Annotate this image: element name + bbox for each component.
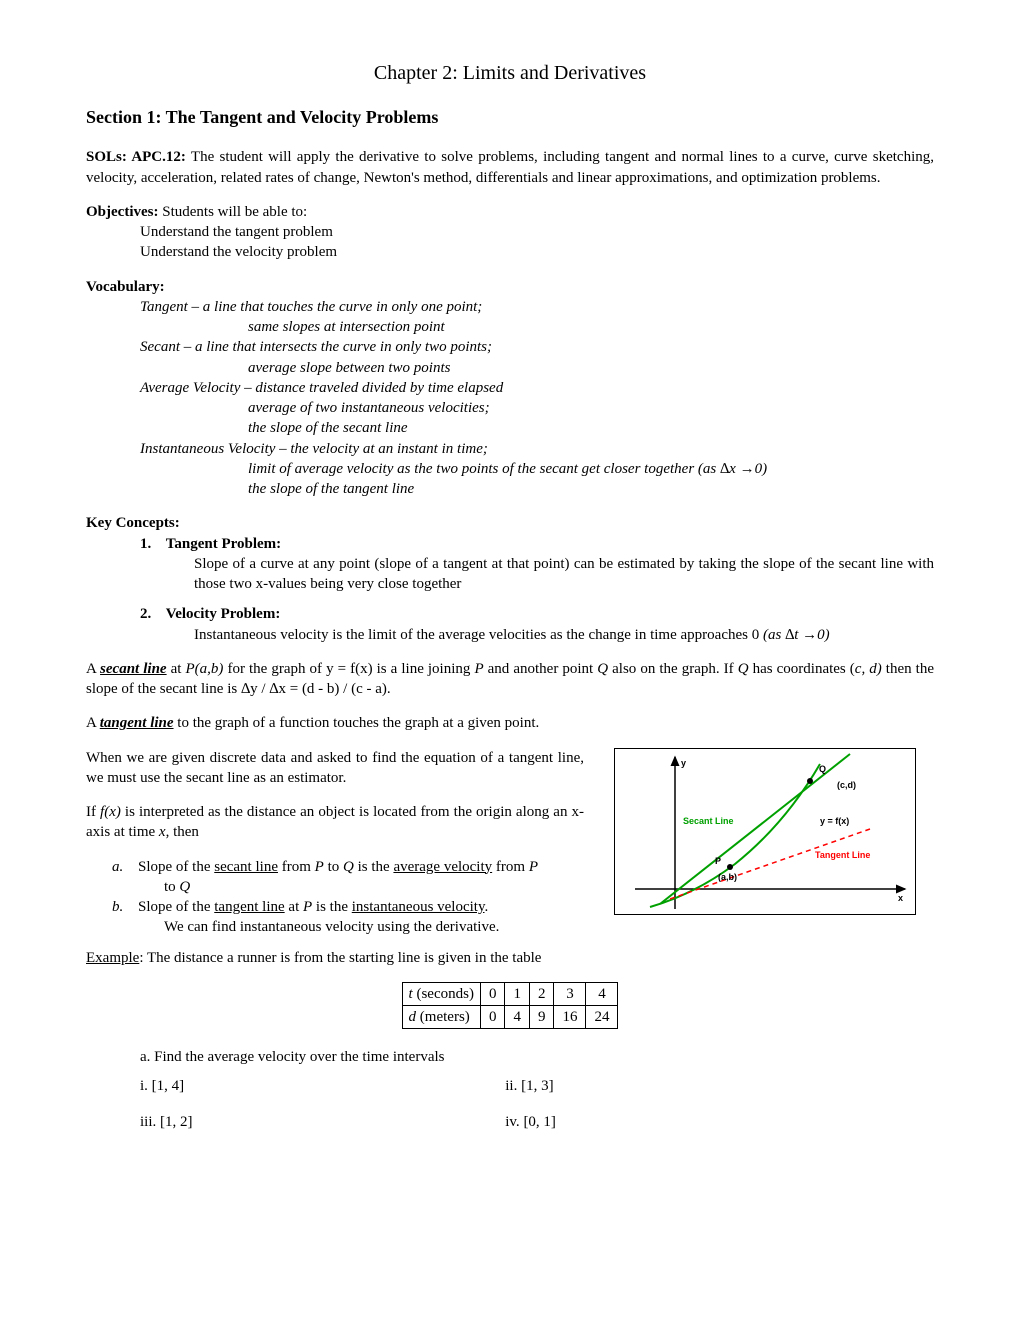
key-title: Tangent Problem: (166, 536, 281, 552)
tangent-label: Tangent Line (815, 849, 870, 861)
vocab-sub: average of two instantaneous velocities; (86, 398, 934, 418)
objectives-block: Objectives: Students will be able to: Un… (86, 202, 934, 263)
vocab-sub: limit of average velocity as the two poi… (86, 459, 934, 479)
table-header-cell: t (seconds) (402, 982, 480, 1005)
section-title: Section 1: The Tangent and Velocity Prob… (86, 105, 934, 129)
key-desc: Instantaneous velocity is the limit of t… (86, 625, 934, 645)
key-num: 1. (140, 534, 162, 554)
p-label: P (715, 855, 721, 867)
secant-label: Secant Line (683, 815, 734, 827)
table-header-cell: d (meters) (402, 1006, 480, 1029)
vocabulary-block: Vocabulary: Tangent – a line that touche… (86, 277, 934, 500)
part-a-prompt: a. Find the average velocity over the ti… (86, 1047, 934, 1067)
sols-text: The student will apply the derivative to… (86, 149, 934, 185)
table-cell: 0 (480, 982, 505, 1005)
sols-paragraph: SOLs: APC.12: The student will apply the… (86, 147, 934, 188)
data-table: t (seconds) 0 1 2 3 4 d (meters) 0 4 9 1… (402, 982, 619, 1030)
secant-paragraph: A secant line at P(a,b) for the graph of… (86, 659, 934, 700)
objectives-intro: Students will be able to: (158, 204, 307, 220)
example-intro: Example: The distance a runner is from t… (86, 948, 934, 968)
table-cell: 16 (554, 1006, 586, 1029)
tangent-paragraph: A tangent line to the graph of a functio… (86, 713, 934, 733)
table-cell: 0 (480, 1006, 505, 1029)
key-num: 2. (140, 604, 162, 624)
table-row: t (seconds) 0 1 2 3 4 (402, 982, 618, 1005)
cd-label: (c,d) (837, 779, 856, 791)
table-cell: 4 (505, 1006, 530, 1029)
vocab-sub: average slope between two points (86, 358, 934, 378)
interval-item: iv. [0, 1] (505, 1104, 870, 1140)
yfx-label: y = f(x) (820, 815, 849, 827)
intervals-grid: i. [1, 4] ii. [1, 3] iii. [1, 2] iv. [0,… (86, 1068, 934, 1141)
objectives-label: Objectives: (86, 204, 158, 220)
content-with-diagram: When we are given discrete data and aske… (86, 748, 934, 938)
key-concept-item: 2. Velocity Problem: (86, 604, 934, 624)
secant-term: secant line (100, 661, 167, 677)
y-axis-label: y (681, 757, 686, 769)
table-cell: 2 (529, 982, 554, 1005)
interval-item: i. [1, 4] (140, 1068, 505, 1104)
table-cell: 3 (554, 982, 586, 1005)
key-title: Velocity Problem: (166, 606, 281, 622)
ab-label: (a,b) (718, 871, 737, 883)
interp-paragraph: If f(x) is interpreted as the distance a… (86, 802, 584, 843)
x-axis-label: x (898, 892, 903, 904)
tangent-term: tangent line (100, 715, 174, 731)
table-cell: 1 (505, 982, 530, 1005)
key-concept-item: 1. Tangent Problem: (86, 534, 934, 554)
key-concepts-label: Key Concepts: (86, 513, 934, 533)
vocab-term: Secant – a line that intersects the curv… (86, 337, 934, 357)
interval-item: iii. [1, 2] (140, 1104, 505, 1140)
vocab-term: Average Velocity – distance traveled div… (86, 378, 934, 398)
tangent-secant-diagram: y x Q (c,d) Secant Line y = f(x) P Tange… (614, 748, 916, 915)
interval-item: ii. [1, 3] (505, 1068, 870, 1104)
vocab-term: Tangent – a line that touches the curve … (86, 297, 934, 317)
vocab-sub: the slope of the tangent line (86, 479, 934, 499)
chapter-title: Chapter 2: Limits and Derivatives (86, 60, 934, 87)
objective-item: Understand the velocity problem (86, 242, 934, 262)
table-cell: 24 (586, 1006, 618, 1029)
key-desc: Slope of a curve at any point (slope of … (86, 554, 934, 595)
objective-item: Understand the tangent problem (86, 222, 934, 242)
list-item-b: b. Slope of the tangent line at P is the… (112, 897, 584, 938)
sols-label: SOLs: APC.12: (86, 149, 186, 165)
table-cell: 4 (586, 982, 618, 1005)
discrete-paragraph: When we are given discrete data and aske… (86, 748, 584, 789)
vocab-term: Instantaneous Velocity – the velocity at… (86, 439, 934, 459)
vocab-sub: same slopes at intersection point (86, 317, 934, 337)
q-label: Q (819, 763, 826, 775)
vocabulary-label: Vocabulary: (86, 277, 934, 297)
table-cell: 9 (529, 1006, 554, 1029)
vocab-sub: the slope of the secant line (86, 418, 934, 438)
list-item-a: a. Slope of the secant line from P to Q … (112, 857, 584, 898)
key-concepts-block: Key Concepts: 1. Tangent Problem: Slope … (86, 513, 934, 645)
table-row: d (meters) 0 4 9 16 24 (402, 1006, 618, 1029)
